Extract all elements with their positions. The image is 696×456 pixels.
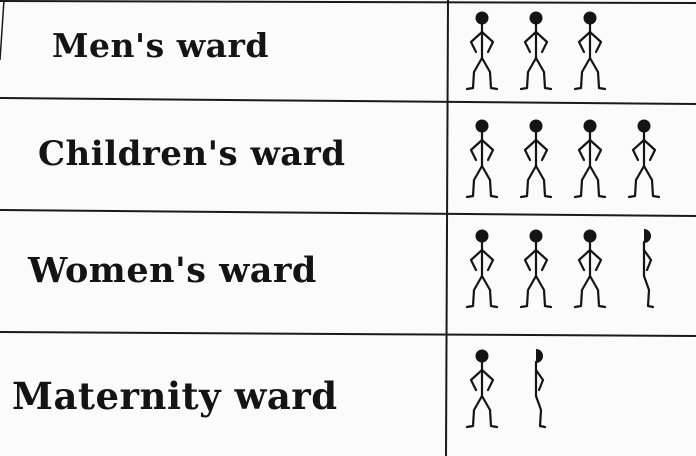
row-childrens-ward: Children's ward: [0, 104, 696, 214]
person-icon: [519, 229, 553, 309]
person-icon: [519, 119, 553, 199]
row-womens-ward: Women's ward: [0, 216, 696, 334]
person-icon: [465, 229, 499, 309]
row-divider-top: [0, 0, 696, 4]
left-edge: [0, 0, 5, 61]
column-divider: [445, 0, 449, 456]
row-divider-1: [0, 97, 696, 105]
person-icon: [465, 349, 499, 429]
row-label-childrens-ward: Children's ward: [38, 134, 346, 174]
row-divider-3: [0, 331, 696, 337]
row-divider-2: [0, 209, 696, 217]
half-person-icon: [642, 229, 655, 309]
person-icon: [519, 11, 553, 91]
row-label-womens-ward: Women's ward: [28, 250, 317, 291]
row-label-maternity-ward: Maternity ward: [12, 374, 338, 418]
row-mens-ward: Men's ward: [0, 0, 696, 100]
person-icon: [465, 119, 499, 199]
row-label-mens-ward: Men's ward: [52, 26, 269, 65]
person-icon: [465, 11, 499, 91]
person-icon: [573, 119, 607, 199]
row-maternity-ward: Maternity ward: [0, 336, 696, 456]
half-person-icon: [534, 349, 547, 429]
person-icon: [573, 11, 607, 91]
person-icon: [627, 119, 661, 199]
person-icon: [573, 229, 607, 309]
